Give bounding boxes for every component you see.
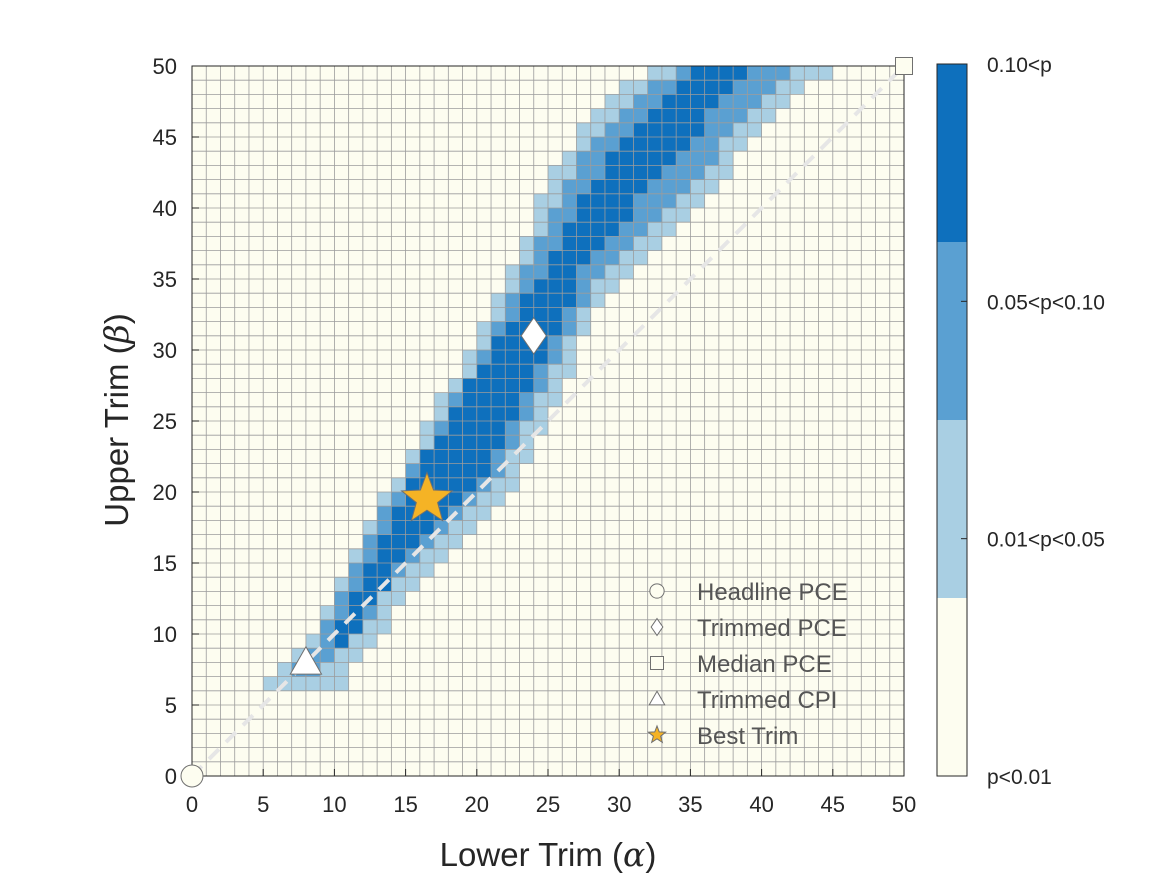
heatmap-cell-level3	[419, 449, 492, 464]
y-tick-label: 35	[153, 267, 177, 292]
y-tick-label: 15	[153, 551, 177, 576]
x-tick-label: 25	[536, 792, 560, 817]
x-tick-label: 5	[257, 792, 269, 817]
y-axis-ticks: 0 5 10 15 20 25 30 35 40 45 50	[153, 54, 199, 789]
marker-diamond	[520, 316, 547, 355]
colorbar-segment	[937, 242, 967, 420]
colorbar-segment	[937, 64, 967, 242]
legend-symbol-square	[650, 656, 664, 670]
x-axis-ticks: 0 5 10 15 20 25 30 35 40 45 50	[186, 769, 916, 817]
colorbar-tick-label: p<0.01	[987, 766, 1052, 789]
colorbar-tick-label: 0.01<p<0.05	[987, 529, 1105, 552]
y-tick-label: 5	[165, 693, 177, 718]
y-tick-label: 30	[153, 338, 177, 363]
heatmap-cell-level3	[548, 250, 591, 265]
heatmap-cell-level3	[419, 463, 492, 478]
marker-star	[400, 471, 454, 522]
x-tick-label: 45	[821, 792, 845, 817]
x-tick-label: 40	[749, 792, 773, 817]
x-tick-label: 10	[322, 792, 346, 817]
heatmap-cell-level3	[519, 307, 563, 322]
heatmap-cell-level3	[619, 137, 691, 152]
legend-label: Median PCE	[697, 651, 832, 678]
legend-symbol-triangle	[648, 690, 666, 706]
heatmap-cell-level3	[448, 406, 520, 421]
legend-label: Best Trim	[697, 723, 798, 750]
heatmap-cell-level3	[533, 279, 577, 294]
legend-symbol-diamond	[650, 617, 664, 637]
colorbar-segment	[937, 420, 967, 598]
markers	[180, 57, 913, 788]
legend-label: Headline PCE	[697, 579, 848, 606]
heatmap-cell-level3	[462, 378, 534, 393]
x-tick-label: 15	[393, 792, 417, 817]
colorbar-tick-label: 0.05<p<0.10	[987, 291, 1105, 314]
heatmap-cell-level3	[334, 634, 349, 649]
marker-circle	[180, 764, 204, 788]
x-tick-label: 0	[186, 792, 198, 817]
y-tick-label: 20	[153, 480, 177, 505]
colorbar: p<0.01 0.01<p<0.05 0.05<p<0.10 0.10<p	[936, 54, 1105, 789]
y-axis-label: Upper Trim (β)	[97, 313, 136, 526]
marker-square	[895, 57, 913, 75]
heatmap-cell-level3	[604, 151, 677, 166]
legend-label: Trimmed PCE	[697, 615, 847, 642]
x-tick-label: 30	[607, 792, 631, 817]
y-tick-label: 40	[153, 196, 177, 221]
y-tick-label: 45	[153, 125, 177, 150]
legend-symbol-circle	[649, 583, 665, 599]
x-tick-label: 35	[678, 792, 702, 817]
heatmap-cell-level3	[633, 122, 705, 137]
heatmap-cell-level3	[562, 236, 605, 251]
grid-lines	[192, 66, 904, 776]
colorbar-tick-label: 0.10<p	[987, 54, 1052, 77]
y-tick-label: 50	[153, 54, 177, 79]
heatmap-cell-level3	[377, 534, 420, 549]
heatmap-cell-level3	[391, 520, 435, 535]
legend-label: Trimmed CPI	[697, 687, 837, 714]
legend: Headline PCE Trimmed PCE Median PCE Trimmed…	[646, 579, 848, 750]
legend-symbol-star	[646, 724, 668, 744]
colorbar-frame	[936, 63, 968, 777]
y-tick-label: 0	[165, 764, 177, 789]
y-tick-label: 25	[153, 409, 177, 434]
x-tick-label: 50	[892, 792, 916, 817]
marker-triangle	[289, 645, 323, 675]
y-tick-label: 10	[153, 622, 177, 647]
colorbar-segment	[937, 598, 967, 776]
heatmap-cell-level3	[434, 435, 506, 450]
x-tick-label: 20	[465, 792, 489, 817]
x-axis-label: Lower Trim (α)	[440, 835, 657, 874]
